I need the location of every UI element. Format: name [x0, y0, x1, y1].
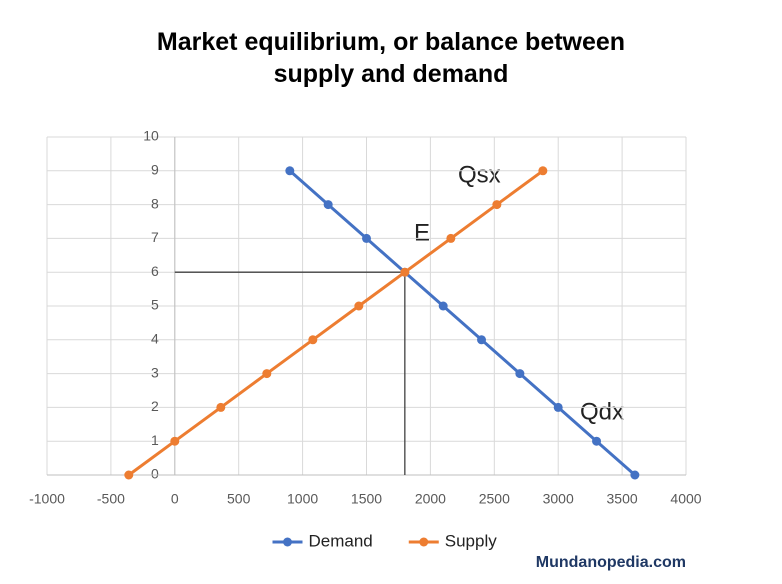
- legend-swatch: [283, 537, 292, 547]
- legend-swatch: [419, 537, 429, 547]
- y-tick-label: 6: [151, 263, 159, 279]
- annotation: Qsx: [458, 161, 501, 188]
- x-tick-label: 1500: [351, 491, 382, 507]
- y-tick-label: 1: [151, 432, 159, 448]
- data-point: [515, 369, 525, 379]
- x-tick-label: 4000: [670, 491, 701, 507]
- legend-label: Supply: [445, 531, 497, 550]
- x-tick-label: 3000: [543, 491, 574, 507]
- data-point: [438, 301, 448, 311]
- data-point: [170, 436, 180, 446]
- annotation: Qdx: [580, 398, 624, 425]
- data-point: [362, 233, 371, 243]
- x-tick-label: -1000: [29, 491, 65, 507]
- x-tick-label: 500: [227, 491, 251, 507]
- x-tick-label: 1000: [287, 491, 318, 507]
- y-tick-label: 3: [151, 364, 159, 380]
- annotation: E: [414, 219, 430, 246]
- data-point: [477, 335, 487, 345]
- data-point: [323, 200, 333, 210]
- series-line: [127, 169, 544, 477]
- data-point: [492, 200, 502, 210]
- data-point: [124, 470, 134, 480]
- series-line: [288, 169, 636, 477]
- x-tick-label: 0: [171, 491, 179, 507]
- legend-label: Demand: [309, 531, 373, 550]
- data-point: [354, 301, 364, 311]
- data-point: [216, 402, 226, 412]
- y-tick-label: 10: [143, 128, 159, 144]
- chart-title: Market equilibrium, or balance between s…: [156, 28, 626, 88]
- data-point: [285, 166, 295, 176]
- x-tick-label: 2000: [415, 491, 446, 507]
- data-point: [538, 166, 548, 176]
- data-point: [630, 470, 640, 480]
- data-point: [308, 335, 318, 345]
- y-tick-label: 2: [151, 398, 159, 414]
- y-tick-label: 5: [151, 297, 159, 313]
- data-point: [400, 267, 410, 277]
- data-point: [446, 233, 456, 243]
- x-tick-label: 3500: [607, 491, 638, 507]
- y-tick-label: 7: [151, 229, 159, 245]
- data-point: [553, 402, 563, 412]
- data-point: [262, 369, 272, 379]
- y-tick-label: 9: [151, 162, 159, 178]
- x-tick-label: 2500: [479, 491, 510, 507]
- y-tick-label: 4: [151, 331, 159, 347]
- watermark: Mundanopedia.com: [536, 554, 686, 571]
- y-tick-label: 8: [151, 195, 159, 211]
- y-tick-label: 0: [151, 466, 159, 482]
- x-tick-label: -500: [97, 491, 125, 507]
- data-point: [592, 436, 602, 446]
